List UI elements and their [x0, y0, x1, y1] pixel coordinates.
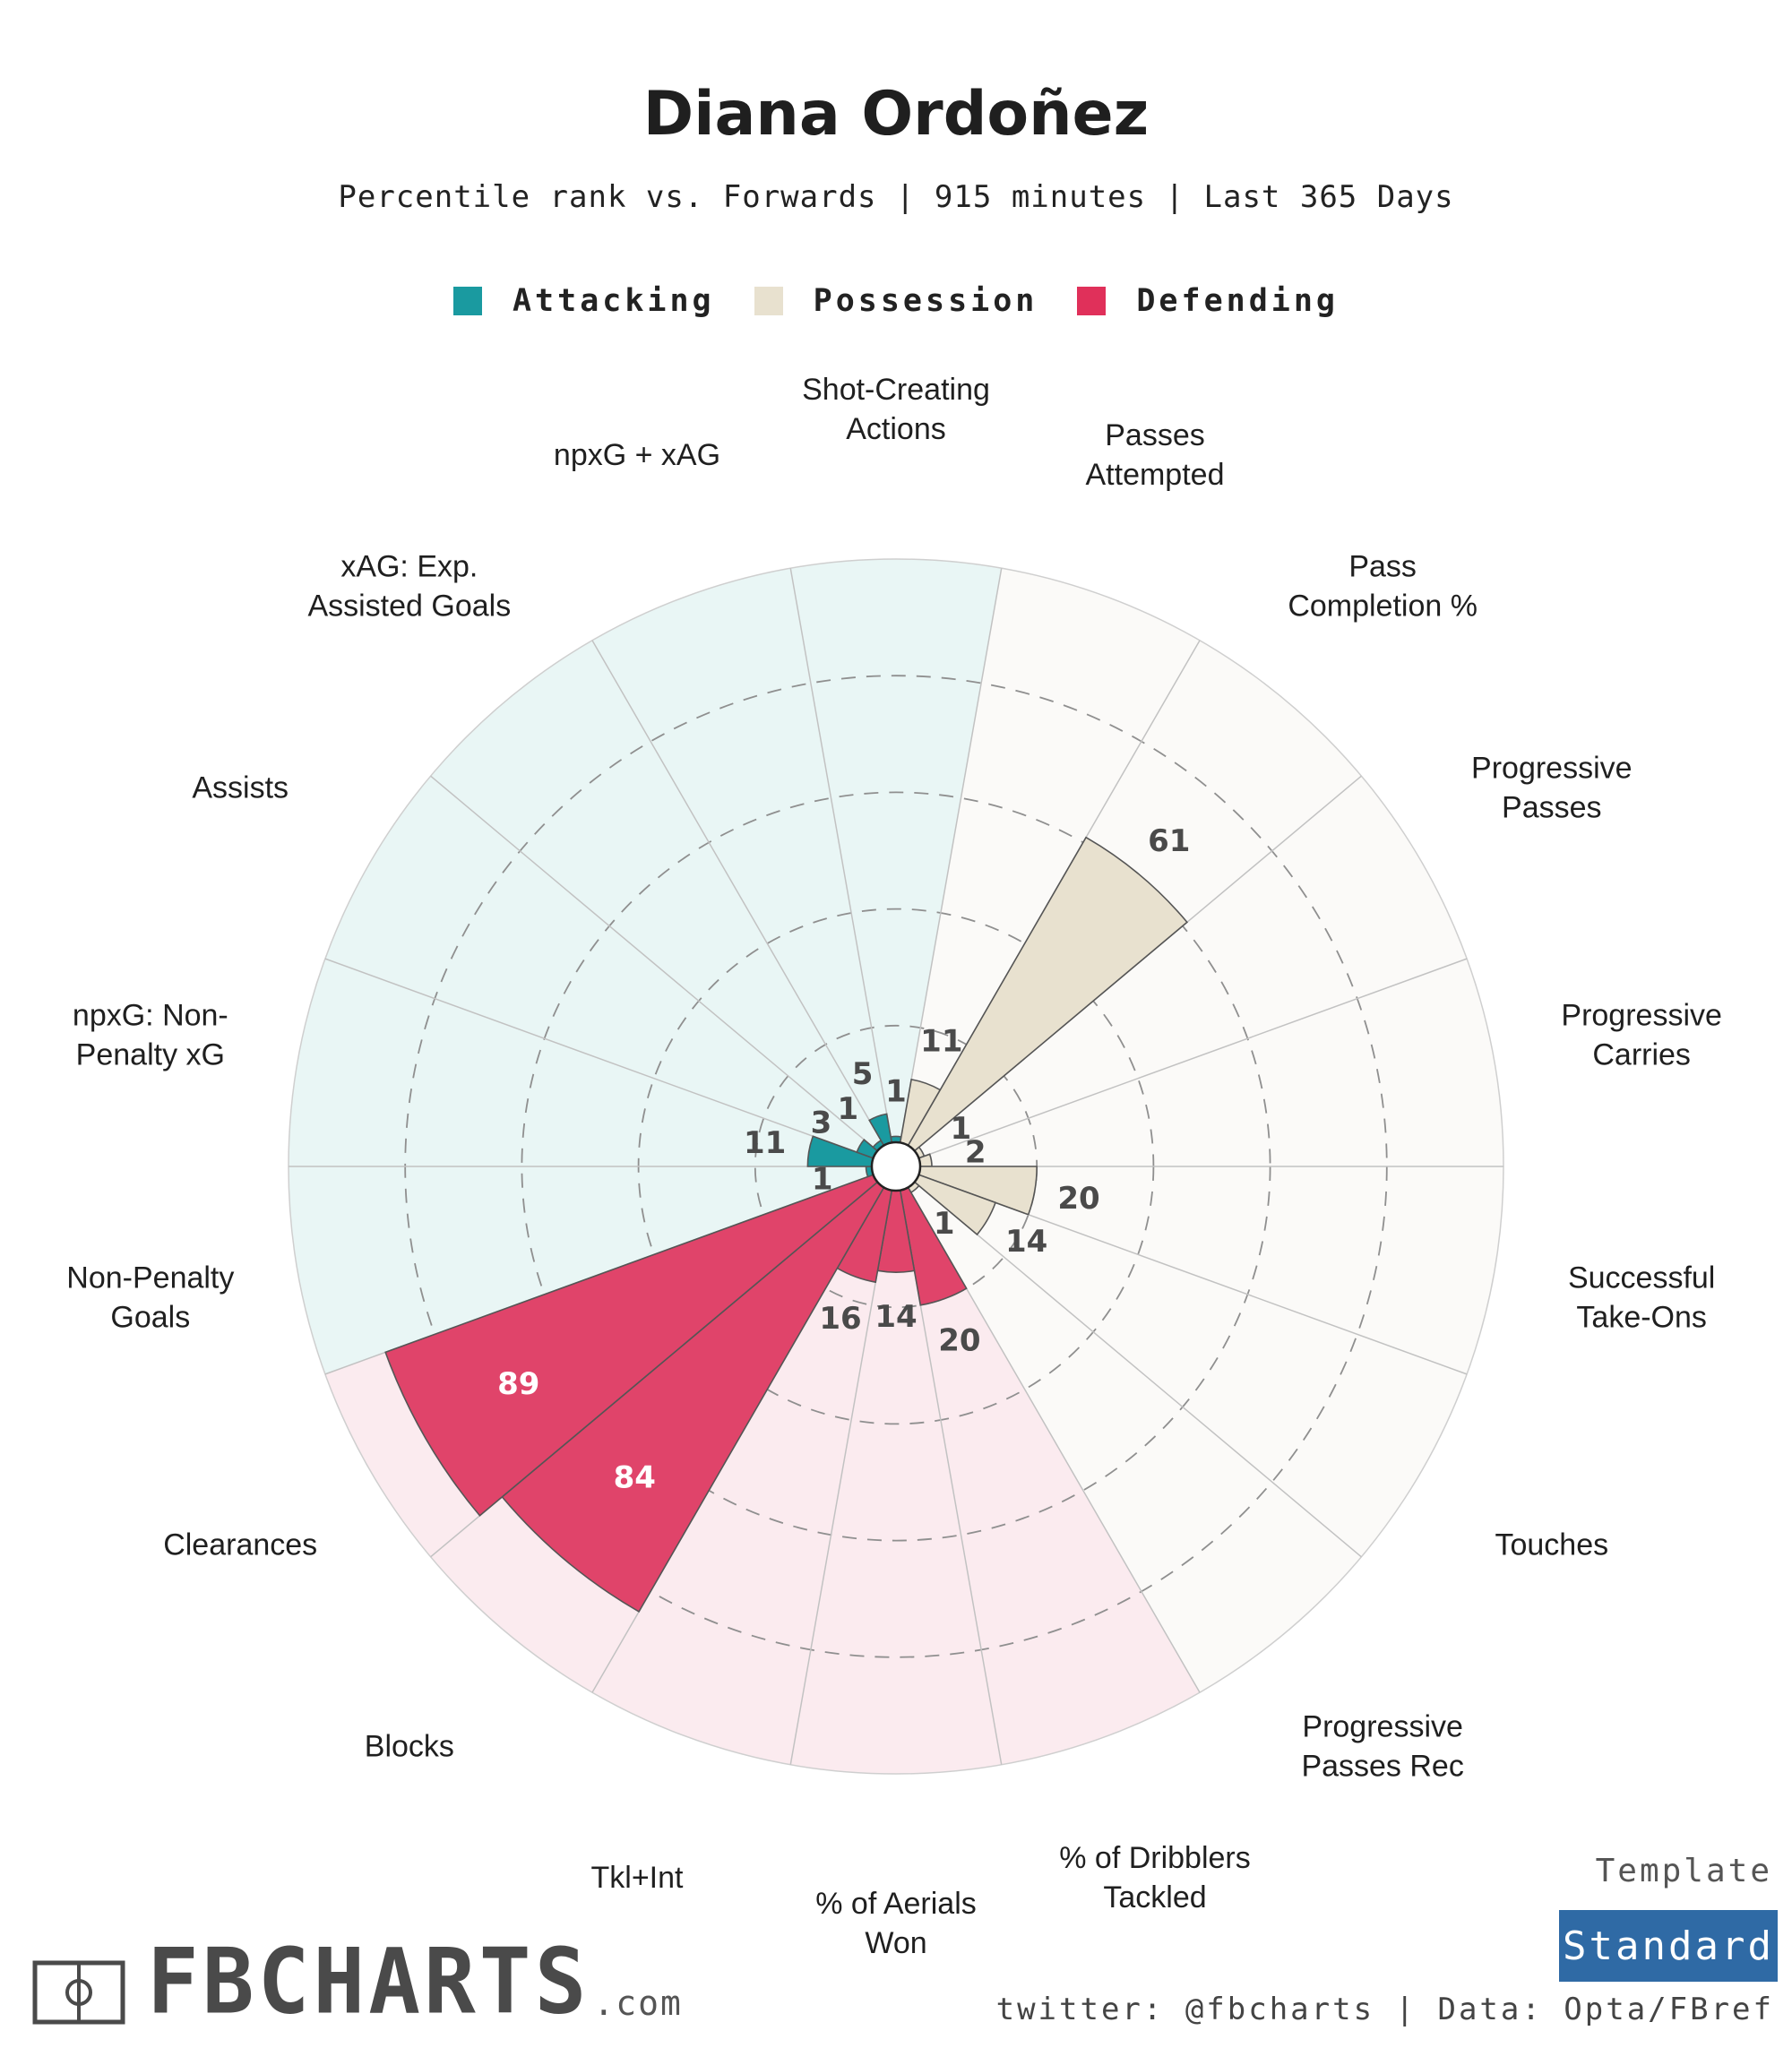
value-label-successful-take-ons: 20 [1057, 1181, 1099, 1217]
sector-bg-npxg-non-penalty-xg [289, 959, 874, 1166]
category-label-shot-creating-actions: Shot-Creating Actions [802, 373, 990, 446]
value-label-touches: 14 [1005, 1224, 1047, 1260]
value-label-xag-exp-assisted-goals: 1 [837, 1091, 858, 1127]
logo-text: FBCHARTS [147, 1929, 590, 2035]
legend-item-defending: Defending [1077, 283, 1339, 319]
category-label-progressive-passes-rec: Progressive Passes Rec [1301, 1709, 1463, 1783]
sector-divider [430, 775, 878, 1152]
legend-item-attacking: Attacking [452, 283, 715, 319]
category-label-clearances: Clearances [163, 1528, 317, 1562]
value-label-npxg-non-penalty-xg: 11 [744, 1125, 786, 1161]
sector-divider [324, 958, 874, 1159]
category-label-of-dribblers-tackled: % of Dribblers Tackled [1059, 1841, 1251, 1915]
sector-divider [789, 568, 893, 1143]
footer-credit: twitter: @fbcharts | Data: Opta/FBref [995, 1992, 1774, 2027]
center-circle [870, 1140, 922, 1192]
sector-bg-of-aerials-won [790, 1190, 1002, 1775]
category-label-progressive-carries: Progressive Carries [1561, 998, 1722, 1071]
sector-bg-assists [324, 776, 878, 1158]
sector-bg-non-penalty-goals [289, 1166, 874, 1374]
sector-bg-of-dribblers-tackled [900, 1187, 1200, 1765]
chart-subtitle: Percentile rank vs. Forwards | 915 minut… [338, 179, 1454, 215]
sector-divider [591, 640, 885, 1146]
sector-divider [914, 1181, 1362, 1558]
category-label-npxg-non-penalty-xg: npxG: Non-Penalty xG [73, 998, 228, 1071]
category-label-of-aerials-won: % of Aerials Won [815, 1887, 977, 1960]
sector-bg-progressive-passes-rec [908, 1182, 1362, 1693]
center-hole [870, 1140, 922, 1192]
sector-bg-touches [914, 1175, 1468, 1557]
category-label-passes-attempted: Passes Attempted [1086, 418, 1225, 492]
value-label-passes-attempted: 11 [920, 1023, 962, 1059]
sector-divider [918, 958, 1468, 1159]
legend-swatch-attacking [452, 287, 482, 315]
value-bars [384, 836, 1189, 1613]
value-label-of-dribblers-tackled: 20 [938, 1323, 980, 1359]
value-label-clearances: 89 [497, 1366, 539, 1402]
sector-bg-passes-attempted [900, 568, 1200, 1146]
value-label-of-aerials-won: 14 [874, 1299, 917, 1335]
category-label-progressive-passes: Progressive Passes [1471, 752, 1633, 825]
legend-label-defending: Defending [1136, 283, 1340, 319]
category-labels: Shot-Creating Actions Passes Attempted Pass C… [66, 373, 1722, 1960]
category-label-pass-completion: Pass Completion % [1288, 550, 1478, 624]
category-label-assists: Assists [192, 771, 289, 805]
legend: Attacking Possession Defending [0, 283, 1792, 319]
legend-label-possession: Possession [813, 283, 1038, 319]
category-label-successful-take-ons: Successful Take-Ons [1568, 1261, 1715, 1335]
sector-bg-successful-take-ons [918, 1166, 1503, 1374]
value-label-progressive-passes-rec: 1 [934, 1206, 955, 1242]
chart-title: Diana Ordoñez [642, 79, 1150, 150]
value-label-non-penalty-goals: 1 [812, 1162, 833, 1198]
category-label-non-penalty-goals: Non-Penalty Goals [66, 1261, 234, 1335]
legend-swatch-defending [1077, 287, 1107, 315]
category-label-touches: Touches [1495, 1528, 1608, 1562]
sector-bg-progressive-carries [918, 959, 1503, 1166]
sector-divider [899, 568, 1003, 1143]
template-label: Template [1595, 1853, 1772, 1889]
template-badge: Standard [1559, 1910, 1778, 1982]
legend-item-possession: Possession [754, 283, 1038, 319]
category-label-xag-exp-assisted-goals: xAG: Exp. Assisted Goals [307, 550, 511, 624]
value-label-blocks: 84 [614, 1460, 656, 1496]
sector-bg-progressive-passes [914, 776, 1468, 1158]
sector-bg-tkl-int [592, 1187, 892, 1765]
category-label-blocks: Blocks [365, 1729, 454, 1763]
value-label-npxg-xag: 5 [852, 1056, 874, 1092]
category-label-npxg-xag: npxG + xAG [554, 438, 720, 472]
sector-bg-xag-exp-assisted-goals [430, 640, 884, 1151]
fbcharts-logo: FBCHARTS .com [32, 1929, 683, 2035]
value-label-progressive-carries: 2 [965, 1134, 986, 1170]
value-label-assists: 3 [811, 1106, 832, 1141]
sector-bg-shot-creating-actions [790, 559, 1002, 1143]
legend-label-attacking: Attacking [512, 283, 715, 319]
value-label-tkl-int: 16 [819, 1301, 861, 1337]
value-label-pass-completion: 61 [1148, 823, 1190, 859]
value-label-shot-creating-actions: 1 [885, 1073, 907, 1109]
value-label-progressive-passes: 1 [950, 1111, 971, 1147]
logo-suffix: .com [593, 1983, 683, 2023]
sector-bg-npxg-xag [592, 568, 892, 1146]
legend-swatch-possession [754, 287, 783, 315]
sector-divider [789, 1190, 893, 1765]
pitch-icon [32, 1960, 125, 2025]
category-label-tkl-int: Tkl+Int [591, 1861, 685, 1895]
